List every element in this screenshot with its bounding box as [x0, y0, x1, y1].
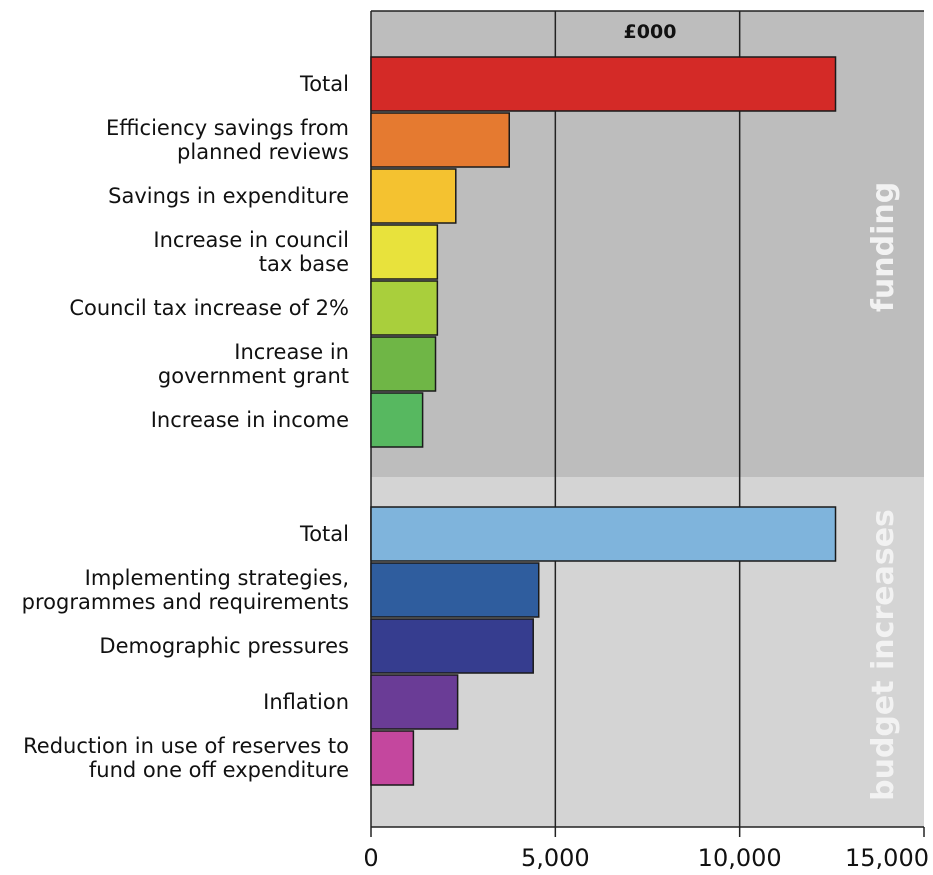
bar: [370, 224, 439, 280]
tick-label: 10,000: [698, 844, 782, 872]
bar: [370, 56, 837, 112]
category-label: Implementing strategies,: [85, 566, 349, 590]
category-label: Efficiency savings from: [106, 116, 349, 140]
bars: [370, 56, 837, 786]
category-label: Demographic pressures: [99, 634, 349, 658]
tick-label: 15,000: [845, 844, 929, 872]
category-label: programmes and requirements: [22, 590, 349, 614]
x-axis-ticks: 0 5,000 10,000 15,000: [363, 827, 929, 872]
bar: [370, 280, 439, 336]
bar: [370, 112, 510, 168]
tick-label: 5,000: [521, 844, 590, 872]
category-label: Council tax increase of 2%: [69, 296, 349, 320]
bar: [370, 618, 534, 674]
gridlines: [554, 11, 741, 827]
category-label: Inflation: [263, 690, 349, 714]
category-label: Total: [299, 522, 349, 546]
category-label: fund one off expenditure: [89, 758, 349, 782]
category-label: Reduction in use of reserves to: [23, 734, 349, 758]
bar: [370, 730, 415, 786]
tick-label: 0: [363, 844, 378, 872]
bar: [370, 674, 459, 730]
category-label: Total: [299, 72, 349, 96]
budget-section-label: budget increases: [866, 509, 901, 801]
category-label: government grant: [158, 364, 349, 388]
category-label: Savings in expenditure: [108, 184, 349, 208]
bar: [370, 168, 457, 224]
funding-section-label: funding: [866, 182, 901, 312]
category-label: Increase in income: [151, 408, 349, 432]
bar: [370, 336, 437, 392]
category-label: tax base: [259, 252, 349, 276]
unit-label: £000: [624, 21, 677, 43]
bar: [370, 506, 837, 562]
bar: [370, 562, 540, 618]
category-label: planned reviews: [177, 140, 349, 164]
bar: [370, 392, 424, 448]
category-label: Increase in council: [153, 228, 349, 252]
category-label: Increase in: [234, 340, 349, 364]
